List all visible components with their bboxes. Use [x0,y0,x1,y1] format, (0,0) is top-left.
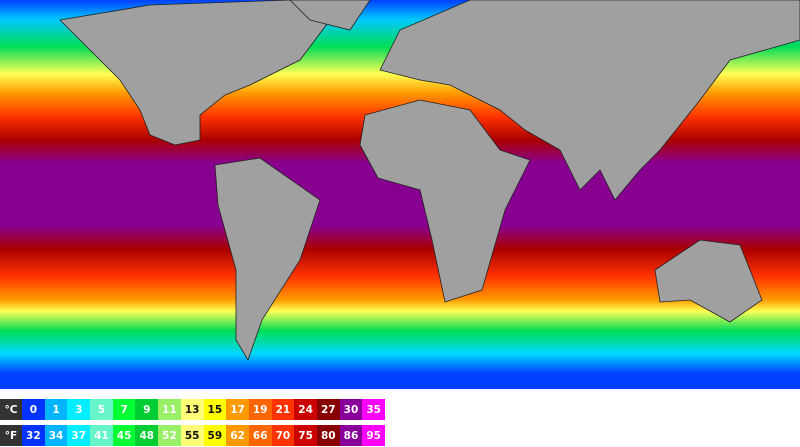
legend-fahrenheit-cell: 55 [180,425,204,446]
legend-celsius-cell: 15 [203,399,227,420]
legend-celsius-cell: 1 [44,399,68,420]
legend-celsius: °C 0 1 3 5 7 9 11 13 15 17 19 21 24 27 30 35 [0,399,385,420]
fahrenheit-unit-label: °F [0,425,22,446]
legend-celsius-cell: 3 [67,399,91,420]
legend-fahrenheit-cell: 66 [248,425,272,446]
africa [359,99,531,303]
legend-celsius-cell: 24 [294,399,317,420]
legend-celsius-cell: 30 [339,399,363,420]
legend-fahrenheit-cell: 95 [362,425,385,446]
legend-fahrenheit-cell: 52 [158,425,181,446]
legend-fahrenheit-cell: 80 [316,425,340,446]
legend-fahrenheit-cell: 62 [226,425,249,446]
legend-celsius-cell: 11 [158,399,181,420]
south-america [214,157,321,361]
legend-celsius-cell: 35 [362,399,385,420]
eurasia [379,0,800,201]
legend-celsius-cell: 13 [180,399,204,420]
legend-fahrenheit-cell: 70 [271,425,295,446]
legend-celsius-cell: 0 [22,399,45,420]
legend-celsius-cell: 19 [248,399,272,420]
legend-fahrenheit-cell: 86 [339,425,363,446]
legend-fahrenheit: °F 32 34 37 41 45 48 52 55 59 62 66 70 75 80 86 95 [0,425,385,446]
sea-temperature-map [0,0,800,389]
legend-fahrenheit-cell: 45 [112,425,136,446]
legend-fahrenheit-cell: 34 [44,425,68,446]
celsius-unit-label: °C [0,399,22,420]
legend-fahrenheit-cell: 37 [67,425,91,446]
legend-fahrenheit-cell: 75 [294,425,317,446]
greenland [289,0,371,31]
legend-celsius-cell: 7 [112,399,136,420]
legend-fahrenheit-cell: 48 [135,425,159,446]
australia [654,239,763,323]
legend-celsius-cell: 21 [271,399,295,420]
legend-fahrenheit-cell: 59 [203,425,227,446]
legend-celsius-cell: 9 [135,399,159,420]
legend-celsius-cell: 17 [226,399,249,420]
legend-celsius-cell: 5 [90,399,113,420]
legend-fahrenheit-cell: 41 [90,425,113,446]
legend-fahrenheit-cell: 32 [22,425,45,446]
legend-celsius-cell: 27 [316,399,340,420]
